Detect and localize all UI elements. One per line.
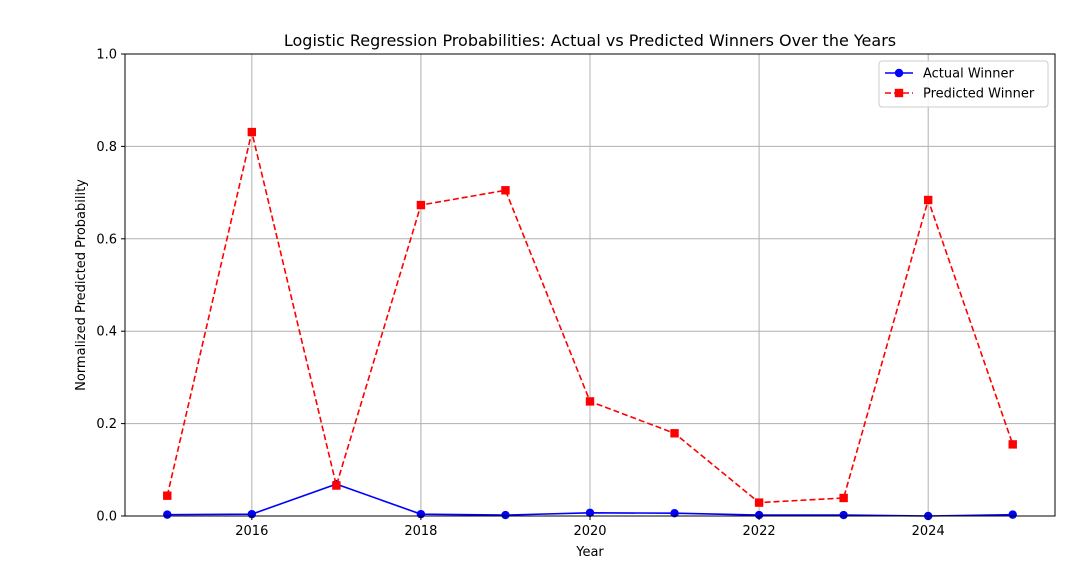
legend-marker xyxy=(894,88,904,98)
data-point xyxy=(332,481,341,490)
data-point xyxy=(670,509,679,518)
data-point xyxy=(1008,440,1017,449)
series-layer xyxy=(163,127,1017,521)
y-tick-label: 0.6 xyxy=(96,232,117,247)
x-tick-label: 2018 xyxy=(404,524,437,539)
legend: Actual Winner Predicted Winner xyxy=(878,60,1049,108)
data-point xyxy=(1008,510,1017,519)
data-point xyxy=(839,510,848,520)
x-tick-label: 2024 xyxy=(912,524,945,539)
y-tick-label: 0.4 xyxy=(96,325,117,340)
data-point xyxy=(585,397,595,406)
legend-box xyxy=(878,60,1049,108)
y-tick-label: 1.0 xyxy=(96,48,117,63)
x-axis-label: Year xyxy=(575,545,604,560)
legend-label: Predicted Winner xyxy=(923,87,1035,102)
y-tick-label: 0.2 xyxy=(96,417,117,432)
data-point xyxy=(501,510,510,520)
data-point xyxy=(839,493,848,503)
data-point xyxy=(416,200,426,210)
x-tick-label: 2022 xyxy=(743,524,776,539)
y-tick-label: 0.8 xyxy=(96,140,117,155)
y-tick-label: 0.0 xyxy=(96,510,117,525)
axes: 2016 2018 2020 2022 2024 0.0 0.2 0.4 0.6 0.8 1.0 xyxy=(96,48,944,540)
legend-marker xyxy=(894,68,904,78)
x-tick-label: 2016 xyxy=(235,524,268,539)
data-point xyxy=(923,195,933,205)
chart-title: Logistic Regression Probabilities: Actua… xyxy=(284,31,896,50)
data-point xyxy=(247,127,257,137)
data-point xyxy=(585,508,595,517)
data-point xyxy=(163,510,172,519)
legend-label: Actual Winner xyxy=(923,67,1015,82)
data-point xyxy=(670,429,679,438)
data-point xyxy=(754,498,764,507)
x-tick-label: 2020 xyxy=(573,524,606,539)
data-point xyxy=(501,186,510,195)
y-axis-label: Normalized Predicted Probability xyxy=(74,179,89,391)
data-point xyxy=(754,510,764,520)
data-point xyxy=(163,491,172,500)
